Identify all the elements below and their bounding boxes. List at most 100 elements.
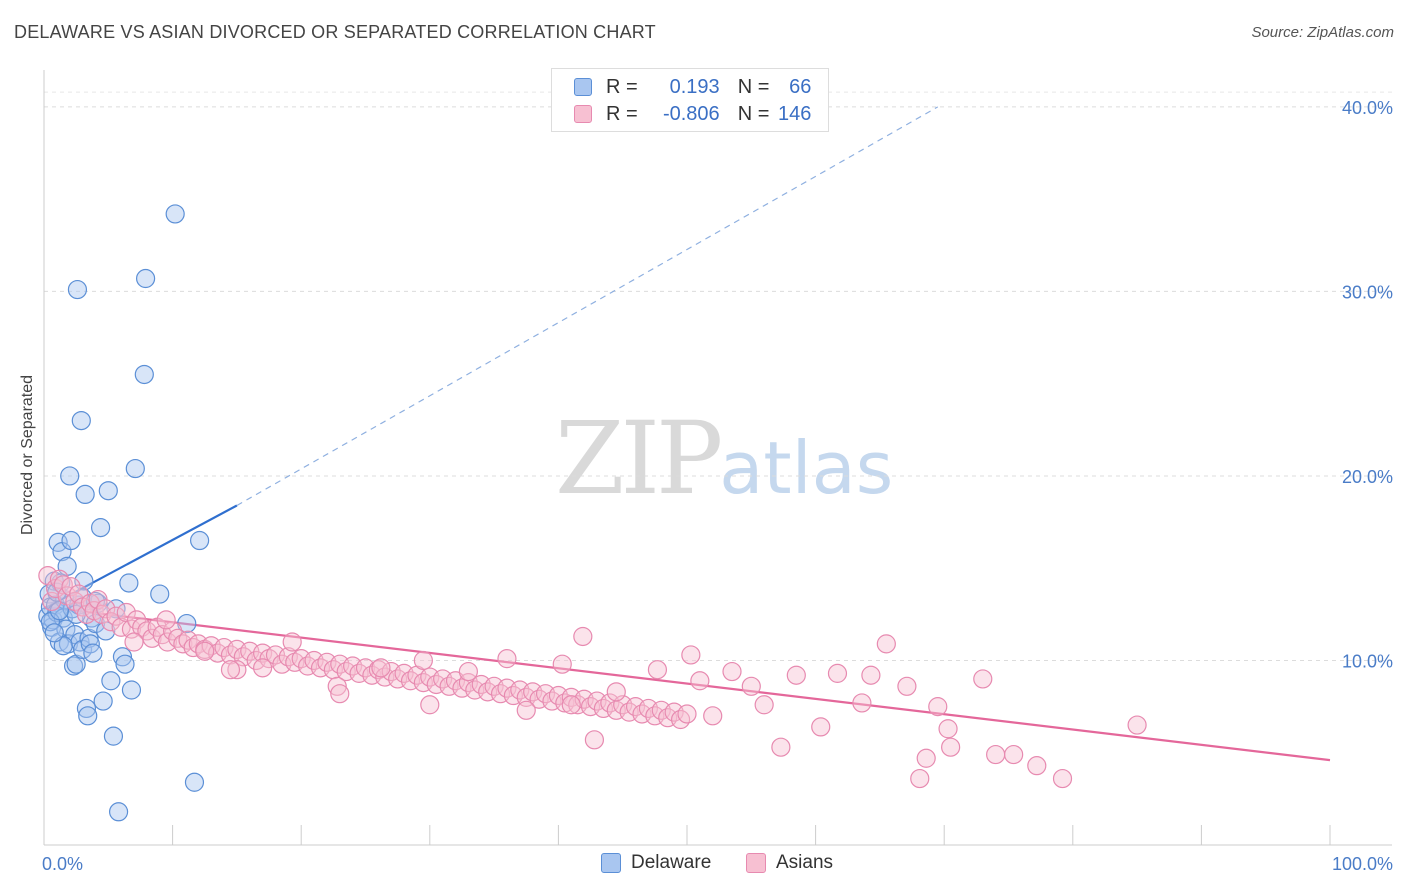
legend-row-delaware: R = 0.193 N = 66 [574, 75, 811, 99]
data-point-delaware [108, 802, 129, 822]
data-point-delaware [112, 647, 133, 667]
legend-item-delaware: Delaware [601, 852, 711, 874]
correlation-legend: R = 0.193 N = 66 R = -0.806 N = 146 [551, 68, 829, 132]
data-point-asians [552, 654, 572, 674]
data-point-asians [227, 660, 247, 680]
legend-n-value: 66 [789, 75, 812, 98]
legend-swatch-delaware [574, 78, 592, 96]
data-point-asians [106, 606, 126, 626]
legend-swatch-asians [746, 853, 766, 873]
data-point-asians [101, 612, 121, 632]
data-point-asians [516, 700, 536, 720]
data-point-asians [916, 748, 936, 768]
axes [43, 70, 1392, 846]
y-tick-label: 30.0% [1342, 282, 1393, 302]
grid-lines [44, 91, 1392, 661]
data-point-delaware [67, 279, 88, 300]
data-point-asians [827, 663, 848, 683]
y-tick-labels: 10.0% 20.0% 30.0% 40.0% [1342, 98, 1393, 672]
data-point-delaware [115, 654, 135, 674]
data-point-delaware [134, 364, 154, 385]
data-point-asians [61, 577, 81, 597]
data-point-delaware [71, 410, 91, 431]
legend-item-asians: Asians [746, 852, 833, 874]
data-point-delaware [184, 772, 205, 792]
data-point-asians [173, 634, 193, 654]
data-point-asians [253, 658, 273, 678]
data-point-asians [681, 645, 701, 665]
legend-label-asians: Asians [776, 852, 834, 873]
data-point-asians [986, 744, 1006, 765]
data-point-delaware [125, 458, 145, 479]
legend-n-value: 146 [778, 102, 812, 125]
data-point-asians [910, 768, 930, 789]
legend-n-label: N = [737, 75, 770, 98]
legend-n-label: N = [737, 102, 770, 125]
data-point-asians [458, 661, 478, 682]
data-point-asians [142, 628, 162, 648]
data-point-asians [497, 649, 517, 669]
data-point-asians [786, 665, 806, 685]
source-label: Source: ZipAtlas.com [1251, 24, 1394, 41]
data-point-asians [330, 684, 350, 704]
watermark: ZIPatlas [555, 400, 893, 517]
data-point-asians [124, 632, 144, 652]
data-point-asians [220, 660, 241, 680]
x-tick-label-max: 100.0% [1332, 854, 1393, 874]
data-points [38, 204, 1147, 822]
series-legend: Delaware Asians [0, 852, 1406, 878]
data-point-asians [941, 737, 961, 757]
data-point-delaware [103, 726, 124, 746]
data-point-delaware [101, 671, 121, 691]
data-point-asians [741, 676, 761, 696]
legend-r-label: R = [606, 102, 638, 125]
data-point-delaware [83, 643, 103, 663]
data-point-asians [928, 697, 948, 717]
data-point-delaware [78, 706, 98, 726]
data-point-delaware [121, 680, 142, 700]
data-point-asians [1127, 715, 1147, 735]
legend-r-value: 0.193 [669, 75, 720, 98]
data-point-asians [1027, 756, 1047, 776]
data-point-asians [677, 704, 697, 724]
data-point-asians [606, 682, 626, 702]
y-tick-label: 10.0% [1342, 651, 1393, 671]
data-point-delaware [61, 530, 81, 551]
data-point-delaware [98, 481, 118, 501]
data-point-delaware [44, 623, 64, 643]
data-point-asians [754, 695, 774, 715]
data-point-asians [327, 676, 347, 696]
data-point-asians [811, 717, 831, 737]
legend-label-delaware: Delaware [631, 852, 712, 873]
data-point-asians [53, 575, 73, 595]
data-point-asians [285, 652, 305, 672]
data-point-asians [861, 665, 881, 685]
data-point-asians [371, 658, 391, 678]
trend-line-dashed-delaware [236, 106, 939, 506]
data-point-asians [897, 676, 917, 696]
y-tick-label: 40.0% [1342, 98, 1393, 118]
data-point-asians [852, 693, 872, 713]
watermark-atlas: atlas [719, 426, 894, 510]
data-point-asians [973, 669, 993, 689]
data-point-asians [876, 634, 896, 654]
data-point-delaware [56, 619, 76, 639]
data-point-asians [722, 661, 742, 682]
data-point-delaware [76, 698, 97, 719]
data-point-asians [195, 641, 215, 661]
data-point-asians [690, 671, 710, 691]
data-point-delaware [150, 584, 170, 604]
legend-swatch-asians [574, 105, 592, 123]
data-point-asians [584, 730, 605, 750]
legend-r-label: R = [606, 75, 638, 98]
data-point-delaware [90, 518, 111, 538]
data-point-delaware [93, 691, 113, 711]
data-point-asians [647, 660, 668, 680]
data-point-delaware [135, 268, 156, 289]
chart-title: DELAWARE VS ASIAN DIVORCED OR SEPARATED … [14, 22, 656, 42]
data-point-asians [420, 695, 440, 715]
x-tick-labels: 0.0% 100.0% [42, 854, 1393, 874]
data-point-asians [413, 650, 433, 671]
data-point-delaware [60, 466, 80, 486]
